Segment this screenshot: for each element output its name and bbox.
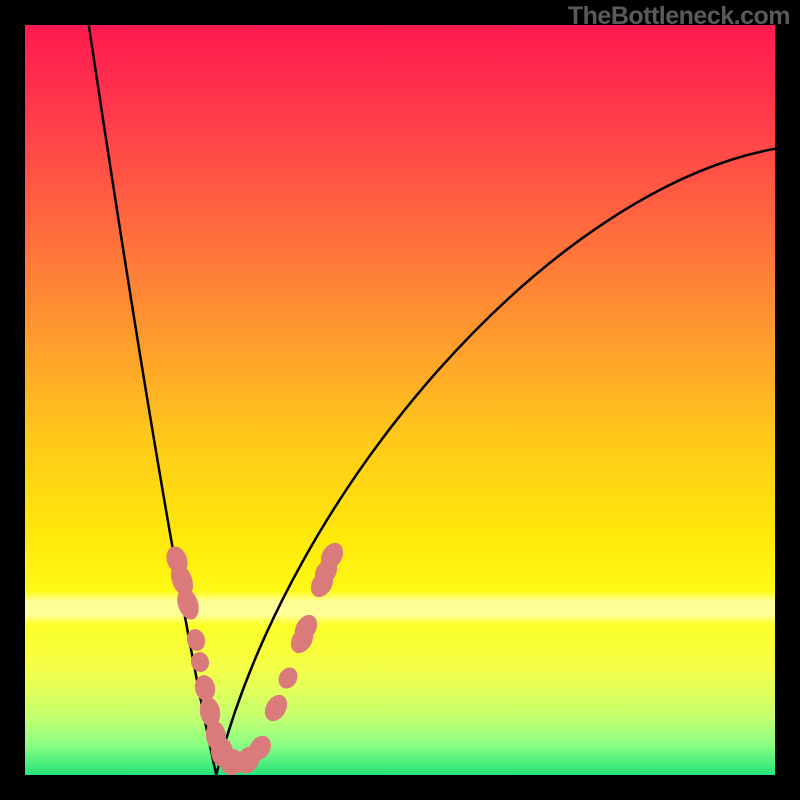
gradient-background bbox=[25, 25, 775, 775]
bottleneck-chart bbox=[0, 0, 800, 800]
highlight-band bbox=[25, 591, 775, 625]
watermark-text: TheBottleneck.com bbox=[568, 2, 790, 31]
figure-root: TheBottleneck.com bbox=[0, 0, 800, 800]
